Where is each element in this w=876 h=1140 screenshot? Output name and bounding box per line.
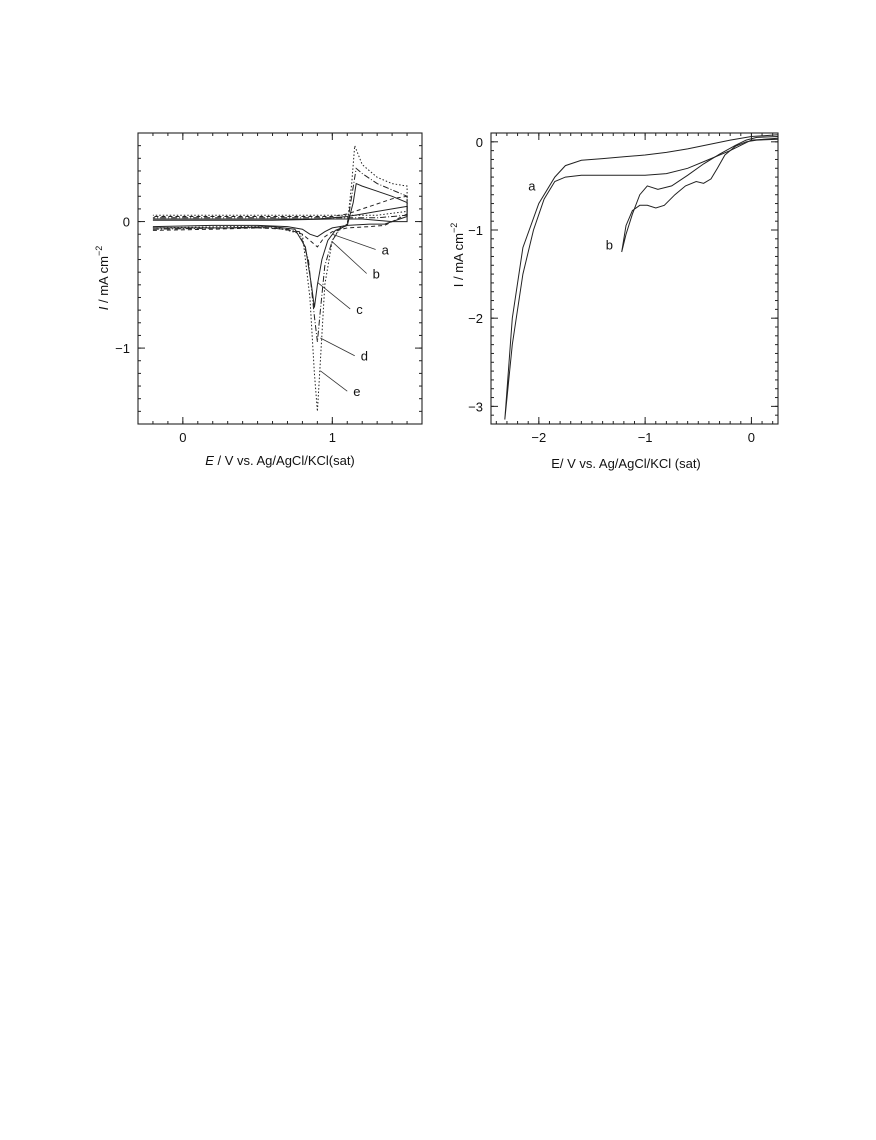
right-x-tick-label: 0 [748, 430, 755, 445]
right-y-tick-label: −1 [468, 223, 483, 238]
left-series-c [152, 182, 408, 308]
right-x-tick-label: −1 [638, 430, 653, 445]
right-y-tick-label: 0 [476, 135, 483, 150]
left-curve-label-d: d [361, 349, 368, 364]
left-leader-b [332, 241, 367, 274]
left-series-a [152, 205, 408, 238]
left-curve-label-e: e [353, 384, 360, 399]
left-y-tick-label: 0 [123, 215, 130, 230]
right-x-tick-label: −2 [531, 430, 546, 445]
chart-left-voltammogram: 0 1 0 −1 ab c d e E / V vs. Ag/AgCl/KCl(sat) I / … [94, 132, 423, 468]
left-plot-frame [137, 132, 423, 425]
right-curve-label-a: a [528, 178, 536, 193]
left-curve-label-a: a [382, 242, 390, 257]
left-x-tick-label: 1 [329, 430, 336, 445]
right-series-b [621, 135, 778, 253]
left-series-d [152, 167, 408, 342]
left-x-axis-label: E / V vs. Ag/AgCl/KCl(sat) [205, 453, 355, 468]
chart-right-voltammogram: −2 −1 0 0 −1 −2 −3 a b E/ V vs. Ag/AgCl/KCl (sat)… [449, 132, 779, 471]
left-minor-ticks [138, 132, 423, 425]
left-leader-e [320, 370, 348, 392]
right-minor-ticks [491, 132, 778, 425]
left-y-tick-label: −1 [115, 341, 130, 356]
left-leader-a [332, 233, 376, 250]
left-leader-d [320, 337, 355, 357]
left-curve-label-c: c [356, 302, 363, 317]
right-series-a [504, 134, 778, 420]
right-x-axis-label: E/ V vs. Ag/AgCl/KCl (sat) [551, 456, 701, 471]
right-curve-label-b: b [606, 237, 613, 252]
left-y-axis-label: I / mA cm−2 [94, 246, 111, 310]
left-series-b [152, 195, 408, 248]
right-y-tick-label: −2 [468, 311, 483, 326]
left-x-tick-label: 0 [179, 430, 186, 445]
right-plot-frame [490, 132, 779, 425]
left-leader-c [317, 281, 351, 310]
right-y-tick-label: −3 [468, 399, 483, 414]
right-y-axis-label: I / mA cm−2 [449, 223, 466, 287]
left-curve-label-b: b [373, 267, 380, 282]
left-series-e [152, 145, 408, 412]
